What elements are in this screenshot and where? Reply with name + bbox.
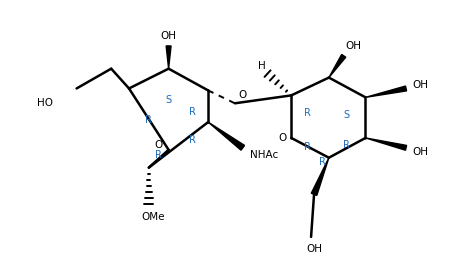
Polygon shape — [311, 158, 329, 195]
Polygon shape — [208, 122, 245, 150]
Text: NHAc: NHAc — [251, 150, 279, 160]
Text: HO: HO — [37, 98, 53, 108]
Text: R: R — [145, 115, 152, 125]
Text: OH: OH — [412, 147, 428, 157]
Text: H: H — [258, 61, 265, 71]
Text: R: R — [318, 157, 326, 167]
Text: OH: OH — [346, 41, 361, 51]
Text: O: O — [239, 90, 247, 100]
Polygon shape — [365, 138, 407, 150]
Text: O: O — [278, 133, 286, 143]
Text: S: S — [166, 95, 172, 105]
Polygon shape — [329, 54, 346, 78]
Text: O: O — [154, 140, 163, 150]
Text: R: R — [155, 150, 162, 160]
Text: OMe: OMe — [141, 212, 164, 222]
Polygon shape — [166, 46, 171, 69]
Text: OH: OH — [161, 31, 176, 41]
Text: S: S — [343, 110, 350, 120]
Text: R: R — [304, 142, 311, 152]
Text: R: R — [189, 135, 196, 145]
Text: OH: OH — [412, 80, 428, 90]
Text: R: R — [189, 107, 196, 117]
Text: R: R — [343, 140, 350, 150]
Polygon shape — [365, 86, 407, 97]
Text: OH: OH — [306, 244, 322, 254]
Text: R: R — [304, 108, 311, 118]
